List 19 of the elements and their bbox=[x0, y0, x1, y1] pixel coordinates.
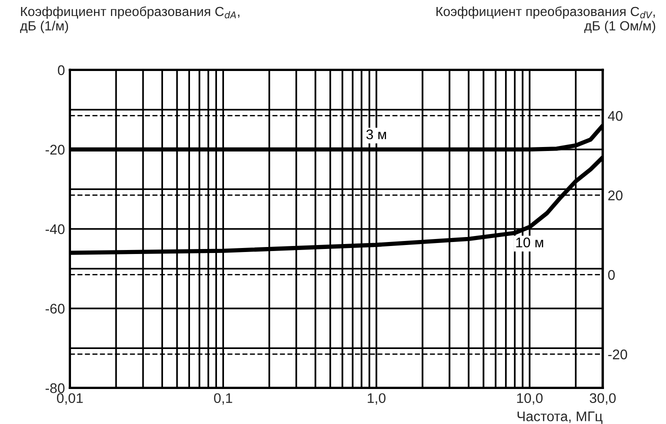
y-tick-label: -60 bbox=[46, 304, 65, 314]
y2-tick-label: 40 bbox=[608, 111, 622, 121]
y-tick-label: -80 bbox=[46, 383, 65, 394]
text: Коэффициент преобразования C$_{dA}$, дБ (1/м) bbox=[20, 6, 240, 34]
y2-axis-title: Коэффициент преобразования C$_{dV}$, дБ (1 Ом/м) bbox=[436, 6, 656, 34]
y-tick-label: -20 bbox=[46, 144, 65, 155]
x-tick-label: 30,0 bbox=[590, 393, 616, 405]
y2-tick-label: 0 bbox=[608, 270, 615, 280]
x-tick-label: 0,01 bbox=[56, 393, 83, 405]
y-tick-label: 0 bbox=[58, 65, 65, 76]
x-tick-label: 1,0 bbox=[368, 393, 386, 405]
x-tick-label: 10,0 bbox=[517, 393, 543, 405]
x-tick-label: 0,1 bbox=[214, 393, 232, 405]
y2-tick-label: -20 bbox=[608, 350, 628, 360]
series-label: 10 м bbox=[516, 238, 544, 248]
y2-tick-label: 20 bbox=[608, 190, 622, 200]
series-label: 3 м bbox=[366, 129, 386, 140]
y-tick-label: -40 bbox=[46, 224, 65, 234]
x-axis-title: Частота, МГц bbox=[518, 412, 602, 424]
